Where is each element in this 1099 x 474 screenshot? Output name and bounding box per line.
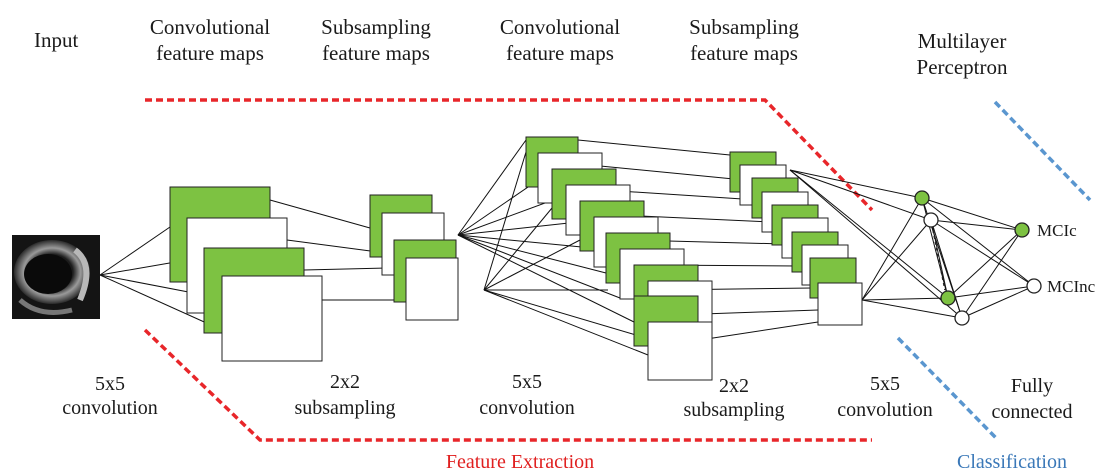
section-feature-extraction: Feature Extraction (446, 451, 594, 473)
classification-bottom-dash (896, 336, 1000, 442)
title-sub1-line1: Subsampling (321, 15, 431, 39)
section-classification: Classification (957, 451, 1067, 473)
feature-extraction-top-dash (145, 98, 874, 212)
op3-size: 5x5 (512, 371, 542, 393)
title-sub2-line1: Subsampling (689, 15, 799, 39)
title-sub1-line2: feature maps (322, 41, 430, 65)
title-input: Input (34, 28, 78, 52)
output-label-mcic: MCIc (1037, 221, 1077, 240)
op4-type: subsampling (683, 399, 784, 421)
title-mlp-line1: Multilayer (918, 29, 1007, 53)
conv2-feature-maps (525, 136, 713, 381)
op6-line2: connected (991, 401, 1072, 423)
title-sub2-line2: feature maps (690, 41, 798, 65)
title-conv2-line2: feature maps (506, 41, 614, 65)
output-node-mcinc (1026, 278, 1042, 294)
connections-conv1-to-sub1 (269, 199, 398, 301)
classification-top-dash (993, 100, 1092, 202)
output-label-mcinc: MCInc (1047, 277, 1096, 296)
sub1-feature-maps (369, 194, 459, 321)
mlp-hidden-nodes (914, 190, 970, 326)
title-conv1-line1: Convolutional (150, 15, 270, 39)
hidden-node-1 (914, 190, 930, 206)
op4-size: 2x2 (719, 375, 749, 397)
connections-sub1-to-conv2 (457, 139, 649, 356)
op5-size: 5x5 (870, 373, 900, 395)
op3-type: convolution (479, 397, 575, 419)
hidden-node-3 (940, 290, 956, 306)
connections-mlp-to-output (921, 197, 1035, 319)
op6-line1: Fully (1011, 375, 1053, 397)
hidden-node-4 (954, 310, 970, 326)
op5-type: convolution (837, 399, 933, 421)
hidden-ellipsis (932, 229, 946, 291)
title-conv1-line2: feature maps (156, 41, 264, 65)
op2-size: 2x2 (330, 371, 360, 393)
op2-type: subsampling (294, 397, 395, 419)
connections-sub2-to-mlp (789, 169, 963, 319)
sub2-feature-maps (729, 151, 863, 326)
title-conv2-line1: Convolutional (500, 15, 620, 39)
mlp-output-nodes (1014, 222, 1042, 294)
op1-size: 5x5 (95, 373, 125, 395)
input-image (12, 235, 100, 319)
output-node-mcic (1014, 222, 1030, 238)
conv1-feature-maps (169, 186, 323, 362)
title-mlp-line2: Perceptron (917, 55, 1008, 79)
hidden-node-2 (923, 212, 939, 228)
op1-type: convolution (62, 397, 158, 419)
feature-extraction-bottom-dash (143, 328, 872, 442)
